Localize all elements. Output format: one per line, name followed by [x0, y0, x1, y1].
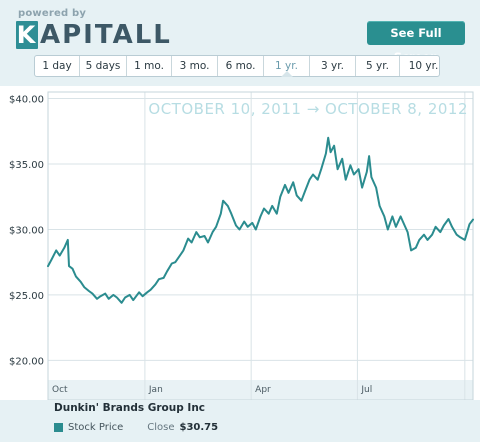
range-label: 3 mo.: [179, 60, 210, 72]
range-label: 1 yr.: [275, 60, 298, 72]
company-name: Dunkin' Brands Group Inc: [54, 402, 206, 414]
close-value: $30.75: [179, 421, 219, 433]
range-1-month[interactable]: 1 mo.: [127, 56, 172, 76]
logo-k-mark: K: [16, 21, 38, 49]
powered-by-text: powered by: [18, 8, 87, 19]
range-label: 1 mo.: [134, 60, 164, 72]
plot-border: [47, 91, 474, 400]
see-full-screen-button[interactable]: See Full Screen: [367, 21, 465, 64]
x-tick-label: Apr: [255, 385, 271, 395]
chart-panel: $20.00 $25.00 $30.00 $35.00 $40.00 Oct Jan Apr J…: [0, 86, 480, 400]
range-1-year[interactable]: 1 yr.: [264, 56, 310, 77]
legend: Stock Price Close $30.75: [54, 420, 218, 434]
range-5-years[interactable]: 5 yr.: [356, 56, 400, 76]
range-1-day[interactable]: 1 day: [35, 56, 80, 76]
price-chart[interactable]: $20.00 $25.00 $30.00 $35.00 $40.00 Oct Jan Apr J…: [0, 86, 480, 400]
legend-swatch: [54, 422, 63, 432]
active-range-caret: [280, 71, 293, 77]
range-5-days[interactable]: 5 days: [80, 56, 127, 76]
date-range-start: OCTOBER 10, 2011: [148, 100, 306, 118]
range-label: 5 days: [85, 60, 121, 72]
range-10-years[interactable]: 10 yr.: [400, 56, 447, 76]
x-tick-label: Oct: [52, 385, 68, 395]
logo-wordmark: APITALL: [40, 20, 172, 50]
close-label: Close: [147, 421, 175, 433]
range-label: 1 day: [42, 60, 72, 72]
x-axis-band: [48, 380, 473, 400]
date-range-arrow: →: [307, 100, 325, 118]
legend-series-label: Stock Price: [68, 421, 124, 433]
y-tick-label: $30.00: [9, 225, 44, 236]
date-range-end: OCTOBER 8, 2012: [325, 100, 468, 118]
y-tick-label: $25.00: [9, 291, 44, 302]
time-range-selector: 1 day 5 days 1 mo. 3 mo. 6 mo. 1 yr. 3 y…: [34, 55, 440, 77]
range-label: 6 mo.: [225, 60, 256, 72]
range-label: 10 yr.: [408, 60, 439, 72]
date-range-overlay: OCTOBER 10, 2011 → OCTOBER 8, 2012: [148, 100, 468, 118]
y-tick-label: $35.00: [9, 160, 44, 171]
kapitall-logo[interactable]: K APITALL: [16, 20, 172, 50]
range-label: 5 yr.: [366, 60, 389, 72]
range-3-years[interactable]: 3 yr.: [310, 56, 356, 76]
y-tick-label: $20.00: [9, 356, 44, 367]
chart-footer: Dunkin' Brands Group Inc Stock Price Clo…: [0, 400, 480, 442]
x-tick-label: Jan: [148, 385, 163, 395]
range-label: 3 yr.: [321, 60, 344, 72]
range-6-months[interactable]: 6 mo.: [218, 56, 264, 76]
series-line-stock-price: [47, 136, 474, 304]
range-3-months[interactable]: 3 mo.: [172, 56, 218, 76]
x-tick-label: Jul: [360, 385, 372, 395]
y-tick-label: $40.00: [9, 95, 44, 106]
